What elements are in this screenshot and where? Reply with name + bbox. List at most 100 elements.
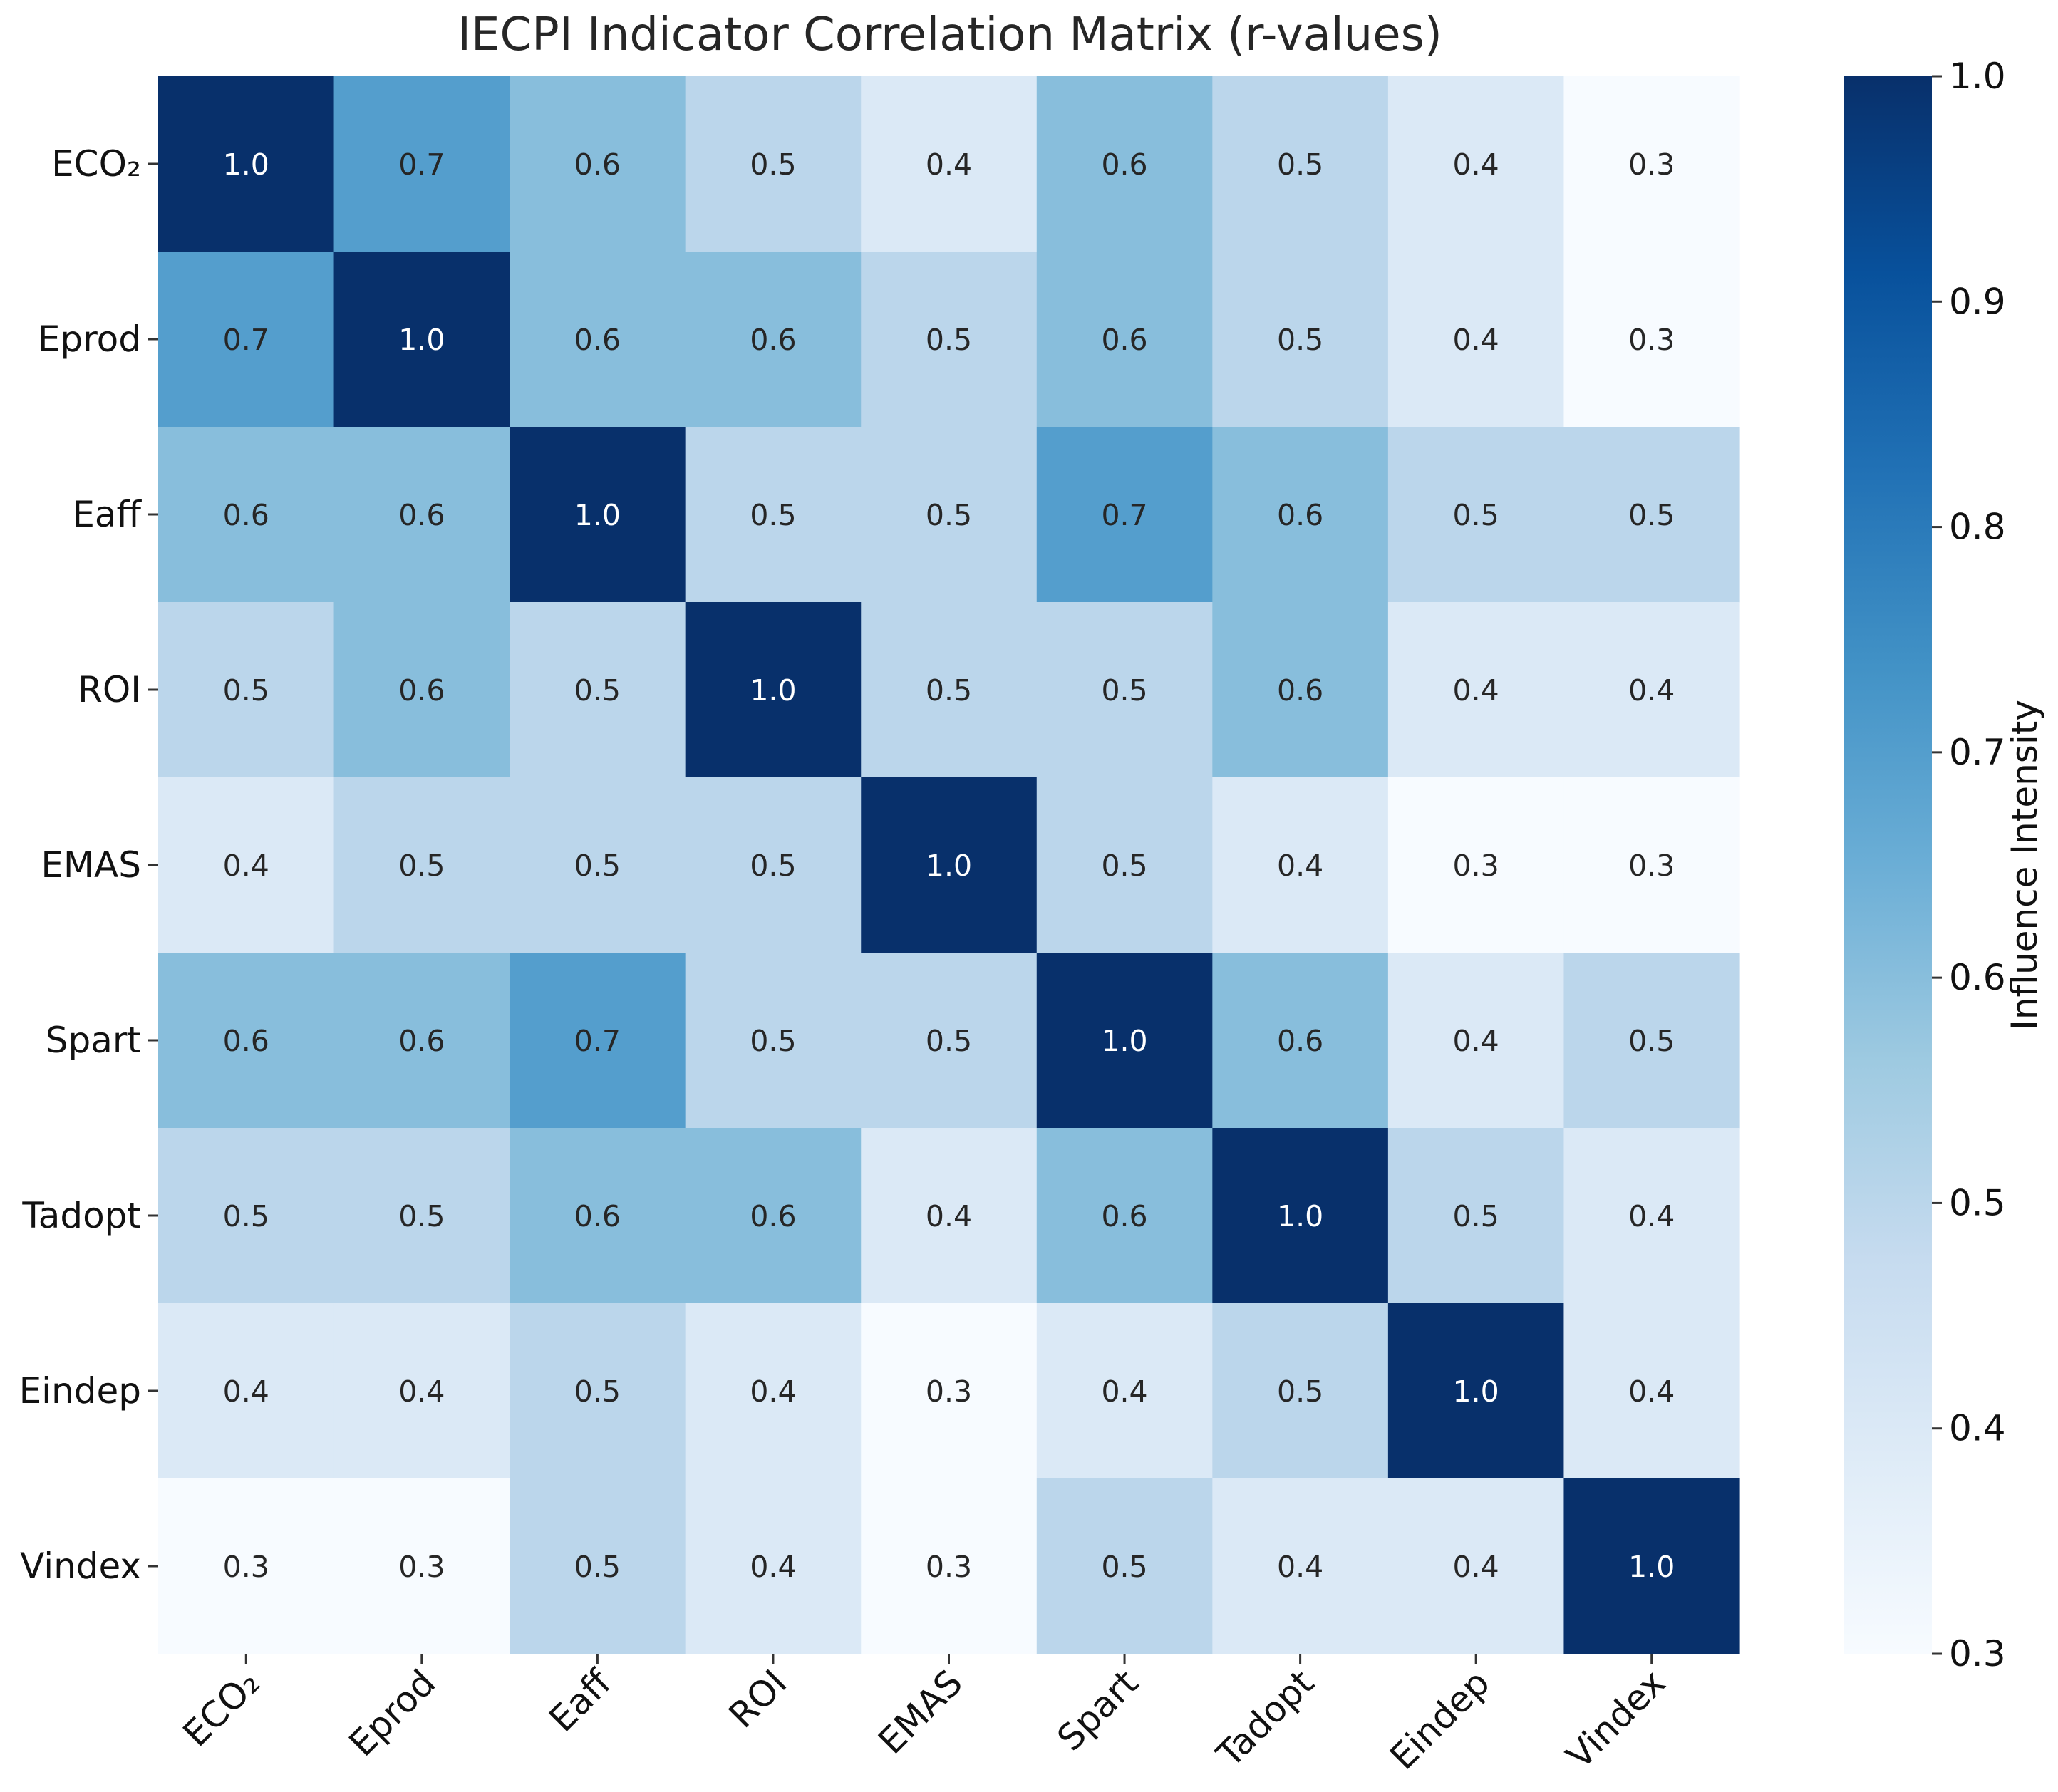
heatmap-cell [1036, 953, 1213, 1129]
heatmap-cell [1563, 427, 1740, 603]
heatmap-cell [685, 1303, 862, 1479]
x-tick-label: Tadopt [1209, 1662, 1323, 1776]
heatmap-cell [1563, 76, 1740, 252]
y-tick-label: Spart [46, 1020, 141, 1061]
y-tick-label: Eindep [19, 1370, 141, 1412]
heatmap-cell [861, 427, 1038, 603]
cell-value-label: 0.4 [1453, 1550, 1499, 1584]
cell-value-label: 0.4 [926, 1199, 972, 1233]
cell-value-label: 0.5 [750, 1024, 796, 1058]
cell-value-label: 0.5 [1101, 673, 1147, 708]
heatmap-cell [510, 76, 686, 252]
cell-value-label: 0.5 [750, 147, 796, 182]
cell-value-label: 0.4 [1628, 1374, 1675, 1409]
cell-value-label: 0.4 [1277, 849, 1323, 883]
heatmap-cell [1387, 76, 1565, 252]
y-tick-label: Vindex [20, 1545, 141, 1587]
heatmap-cell [685, 252, 862, 428]
cell-value-label: 0.5 [1628, 1024, 1675, 1058]
heatmap-cell [158, 427, 335, 603]
heatmap-cell [1212, 1303, 1389, 1479]
cell-value-label: 0.6 [398, 498, 445, 532]
heatmap-cell [685, 76, 862, 252]
cell-value-label: 0.7 [574, 1024, 621, 1058]
cell-value-label: 0.6 [574, 147, 621, 182]
cell-value-label: 0.5 [574, 849, 621, 883]
heatmap-cell [1036, 252, 1213, 428]
cell-value-label: 1.0 [750, 673, 796, 708]
cell-value-label: 0.5 [926, 323, 972, 357]
x-tick-label: EMAS [870, 1662, 970, 1761]
cell-value-label: 0.7 [398, 147, 445, 182]
cell-value-label: 0.4 [1453, 1024, 1499, 1058]
heatmap-cell [510, 1303, 686, 1479]
cell-value-label: 1.0 [1453, 1374, 1499, 1409]
x-axis: ECO₂ Eprod Eaff ROI EMAS Spart Tadopt Eindep Vin… [175, 1654, 1673, 1778]
heatmap-cell [510, 602, 686, 778]
colorbar-tick-label: 0.5 [1949, 1182, 2006, 1223]
y-axis: ECO₂ Eprod Eaff ROI EMAS Spart Tadopt Eindep Vin… [19, 143, 158, 1587]
x-tick-label: Spart [1050, 1662, 1147, 1759]
colorbar-tick-label: 1.0 [1949, 56, 2006, 97]
cell-value-label: 0.3 [398, 1550, 445, 1584]
y-tick-label: Eprod [38, 318, 141, 360]
cell-value-label: 0.3 [1628, 849, 1675, 883]
cell-value-label: 0.4 [223, 849, 269, 883]
y-tick-label: Eaff [72, 494, 142, 535]
cell-value-label: 0.4 [750, 1550, 796, 1584]
cell-value-labels: 1.0 0.7 0.6 0.5 0.4 0.6 0.5 0.4 0.3 0.7 1.0 0.6 0.6 0… [223, 147, 1675, 1584]
cell-value-label: 0.6 [574, 1199, 621, 1233]
cell-value-label: 0.4 [1628, 673, 1675, 708]
heatmap-cell [333, 1478, 510, 1654]
cell-value-label: 0.5 [398, 1199, 445, 1233]
heatmap-cell [1387, 777, 1565, 953]
heatmap-cell [685, 1478, 862, 1654]
heatmap-cell [158, 76, 335, 252]
heatmap-cell [861, 1303, 1038, 1479]
heatmap-cell [510, 777, 686, 953]
heatmap-cell [510, 252, 686, 428]
heatmap-cell [1036, 602, 1213, 778]
cell-value-label: 0.5 [1453, 498, 1499, 532]
heatmap-cell [1387, 1478, 1565, 1654]
cell-value-label: 1.0 [1628, 1550, 1675, 1584]
heatmap-cell [1036, 777, 1213, 953]
heatmap-cell [861, 602, 1038, 778]
cell-value-label: 0.6 [398, 673, 445, 708]
cell-value-label: 0.6 [1101, 323, 1147, 357]
cell-value-label: 0.4 [1277, 1550, 1323, 1584]
cell-value-label: 0.6 [1101, 1199, 1147, 1233]
cell-value-label: 0.4 [1628, 1199, 1675, 1233]
heatmap-cell [333, 777, 510, 953]
cell-value-label: 1.0 [1277, 1199, 1323, 1233]
cell-value-label: 0.3 [926, 1374, 972, 1409]
cell-value-label: 0.5 [223, 1199, 269, 1233]
colorbar [1844, 76, 1932, 1654]
heatmap-cell [333, 953, 510, 1129]
cell-value-label: 0.6 [750, 1199, 796, 1233]
heatmap-cell [510, 953, 686, 1129]
cell-value-label: 0.6 [1101, 147, 1147, 182]
cell-value-label: 1.0 [574, 498, 621, 532]
heatmap-cell [1387, 1128, 1565, 1304]
x-tick-label: Eindep [1382, 1662, 1497, 1777]
x-tick-label: Eprod [341, 1662, 444, 1764]
cell-value-label: 0.5 [1101, 849, 1147, 883]
cell-value-label: 0.3 [1628, 323, 1675, 357]
heatmap-cell [685, 777, 862, 953]
heatmap-cell [1387, 1303, 1565, 1479]
heatmap-cell [158, 252, 335, 428]
heatmap-cell [1387, 427, 1565, 603]
heatmap-cell [510, 1128, 686, 1304]
cell-value-label: 0.5 [1277, 147, 1323, 182]
heatmap-cell [1563, 1303, 1740, 1479]
heatmap-cell [333, 1303, 510, 1479]
colorbar-tick-label: 0.8 [1949, 507, 2006, 548]
cell-value-label: 0.6 [1277, 1024, 1323, 1058]
heatmap-cell [1563, 953, 1740, 1129]
heatmap-cell [1036, 76, 1213, 252]
heatmap-cell [861, 777, 1038, 953]
heatmap-cell [861, 1128, 1038, 1304]
heatmap-cell [861, 1478, 1038, 1654]
cell-value-label: 0.4 [1101, 1374, 1147, 1409]
